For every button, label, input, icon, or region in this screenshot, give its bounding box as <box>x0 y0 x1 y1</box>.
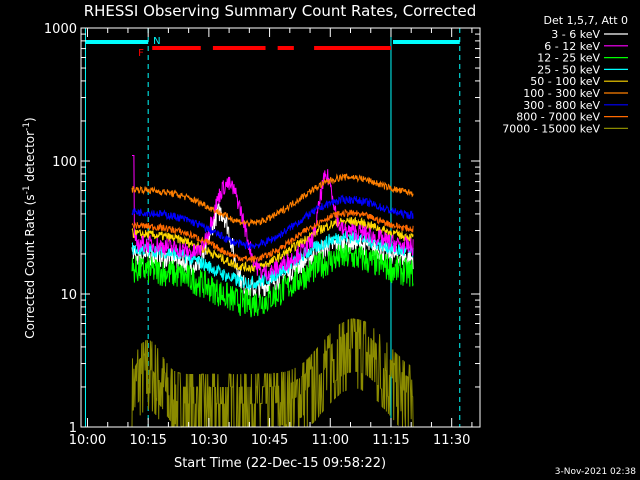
y-tick-label: 100 <box>52 155 77 170</box>
legend-label: 6 - 12 keV <box>544 40 600 53</box>
legend-label: 3 - 6 keV <box>551 28 600 41</box>
x-tick-label: 11:00 <box>312 433 349 448</box>
series-800-7000-kev <box>131 208 414 264</box>
series-300-800-kev <box>131 194 414 250</box>
x-tick-label: 11:30 <box>433 433 470 448</box>
x-tick-label: 10:15 <box>129 433 166 448</box>
x-axis-label: Start Time (22-Dec-15 09:58:22) <box>174 456 386 471</box>
x-tick-label: 10:30 <box>190 433 227 448</box>
legend-label: 25 - 50 keV <box>537 63 600 76</box>
y-axis-label-sup2: -1 <box>22 122 32 131</box>
plot-frame <box>80 27 481 428</box>
night-marker: N <box>153 36 160 47</box>
y-tick-label: 1000 <box>44 22 77 37</box>
footer-date: 3-Nov-2021 02:38 <box>555 467 637 477</box>
series-100-300-kev <box>131 173 414 228</box>
y-axis-label-sup1: -1 <box>22 185 32 194</box>
series-6-12-kev <box>132 155 414 281</box>
y-axis-label-end: ) <box>23 117 37 122</box>
series-7000-15000-kev <box>131 318 414 428</box>
legend-label: 100 - 300 keV <box>523 87 600 100</box>
legend-label: 800 - 7000 keV <box>516 111 600 124</box>
y-axis-label-mid: detector <box>23 131 37 186</box>
axes: 1 10 100 1000 10:00 10:15 10:30 10:45 11:00 11:15… <box>44 22 481 448</box>
y-tick-label: 10 <box>60 288 77 303</box>
y-axis-label-main: Corrected Count Rate (s <box>23 194 37 338</box>
plot-area: NF <box>84 28 461 428</box>
legend-label: 300 - 800 keV <box>523 99 600 112</box>
chart-title: RHESSI Observing Summary Count Rates, Co… <box>84 2 477 20</box>
legend-label: 12 - 25 keV <box>537 52 600 65</box>
legend-label: 50 - 100 keV <box>530 75 600 88</box>
legend-label: 7000 - 15000 keV <box>502 122 600 135</box>
x-tick-label: 11:15 <box>372 433 409 448</box>
y-tick-label: 1 <box>69 421 77 436</box>
y-axis-label: Corrected Count Rate (s-1 detector-1) <box>22 117 37 338</box>
x-tick-label: 10:45 <box>251 433 288 448</box>
flare-marker: F <box>138 48 144 59</box>
x-tick-label: 10:00 <box>69 433 106 448</box>
series-12-25-kev <box>131 243 414 318</box>
legend-header: Det 1,5,7, Att 0 <box>544 14 628 27</box>
